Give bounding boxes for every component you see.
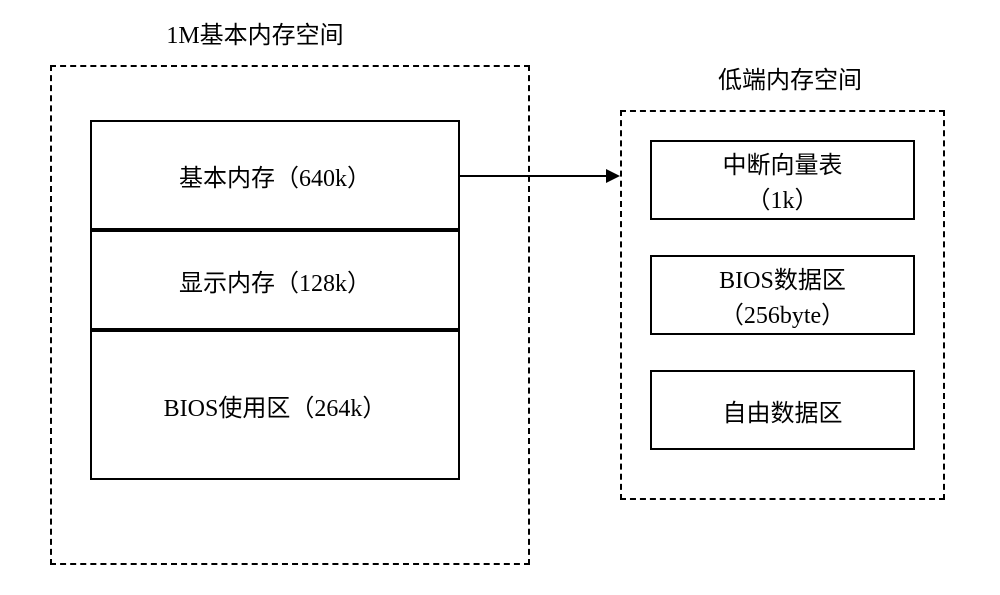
arrow-line — [460, 175, 606, 177]
left-row-display-memory: 显示内存（128k） — [90, 230, 460, 330]
arrow-head-icon — [606, 169, 620, 183]
right-group-title: 低端内存空间 — [700, 60, 880, 95]
right-row-bios-data: BIOS数据区 （256byte） — [650, 255, 915, 335]
right-row-ivt-line1: 中断向量表 — [723, 145, 843, 180]
left-row-bios-area-label: BIOS使用区（264k） — [164, 388, 387, 423]
right-row-bios-data-line1: BIOS数据区 — [719, 260, 846, 295]
left-row-bios-area: BIOS使用区（264k） — [90, 330, 460, 480]
right-row-ivt: 中断向量表 （1k） — [650, 140, 915, 220]
diagram-canvas: 1M基本内存空间 基本内存（640k） 显示内存（128k） BIOS使用区（2… — [0, 0, 1000, 595]
right-row-bios-data-line2: （256byte） — [720, 295, 845, 330]
right-row-free-data: 自由数据区 — [650, 370, 915, 450]
left-row-display-memory-label: 显示内存（128k） — [179, 263, 371, 298]
right-row-free-data-line1: 自由数据区 — [723, 393, 843, 428]
left-group-title: 1M基本内存空间 — [155, 15, 355, 50]
left-row-basic-memory-label: 基本内存（640k） — [179, 158, 371, 193]
right-row-ivt-line2: （1k） — [747, 180, 819, 215]
left-row-basic-memory: 基本内存（640k） — [90, 120, 460, 230]
